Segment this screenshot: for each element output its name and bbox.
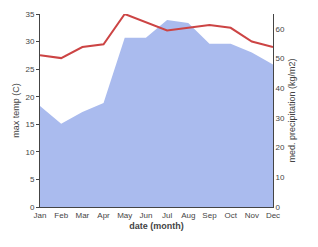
svg-text:max temp (C): max temp (C) <box>11 83 21 138</box>
svg-text:Aug: Aug <box>181 211 195 220</box>
svg-text:50: 50 <box>276 54 285 63</box>
svg-text:Nov: Nov <box>245 211 259 220</box>
svg-text:20: 20 <box>25 93 34 102</box>
svg-text:Dec: Dec <box>266 211 280 220</box>
svg-text:Oct: Oct <box>224 211 237 220</box>
svg-text:date (month): date (month) <box>129 221 184 231</box>
svg-text:0: 0 <box>276 203 281 212</box>
svg-text:Jan: Jan <box>34 211 47 220</box>
svg-text:30: 30 <box>276 114 285 123</box>
svg-text:May: May <box>117 211 132 220</box>
svg-text:60: 60 <box>276 25 285 34</box>
svg-text:15: 15 <box>25 120 34 129</box>
svg-text:40: 40 <box>276 84 285 93</box>
svg-text:20: 20 <box>276 143 285 152</box>
svg-text:35: 35 <box>25 10 34 19</box>
svg-text:30: 30 <box>25 37 34 46</box>
svg-text:10: 10 <box>276 173 285 182</box>
svg-text:0: 0 <box>30 203 35 212</box>
svg-text:25: 25 <box>25 65 34 74</box>
svg-text:Feb: Feb <box>54 211 68 220</box>
svg-text:Mar: Mar <box>75 211 89 220</box>
svg-text:5: 5 <box>30 175 35 184</box>
svg-text:med. precipitation (kg/m2): med. precipitation (kg/m2) <box>287 58 297 162</box>
svg-text:10: 10 <box>25 148 34 157</box>
svg-text:Sep: Sep <box>202 211 217 220</box>
svg-text:Jul: Jul <box>162 211 172 220</box>
svg-text:Apr: Apr <box>97 211 110 220</box>
svg-text:Jun: Jun <box>139 211 152 220</box>
